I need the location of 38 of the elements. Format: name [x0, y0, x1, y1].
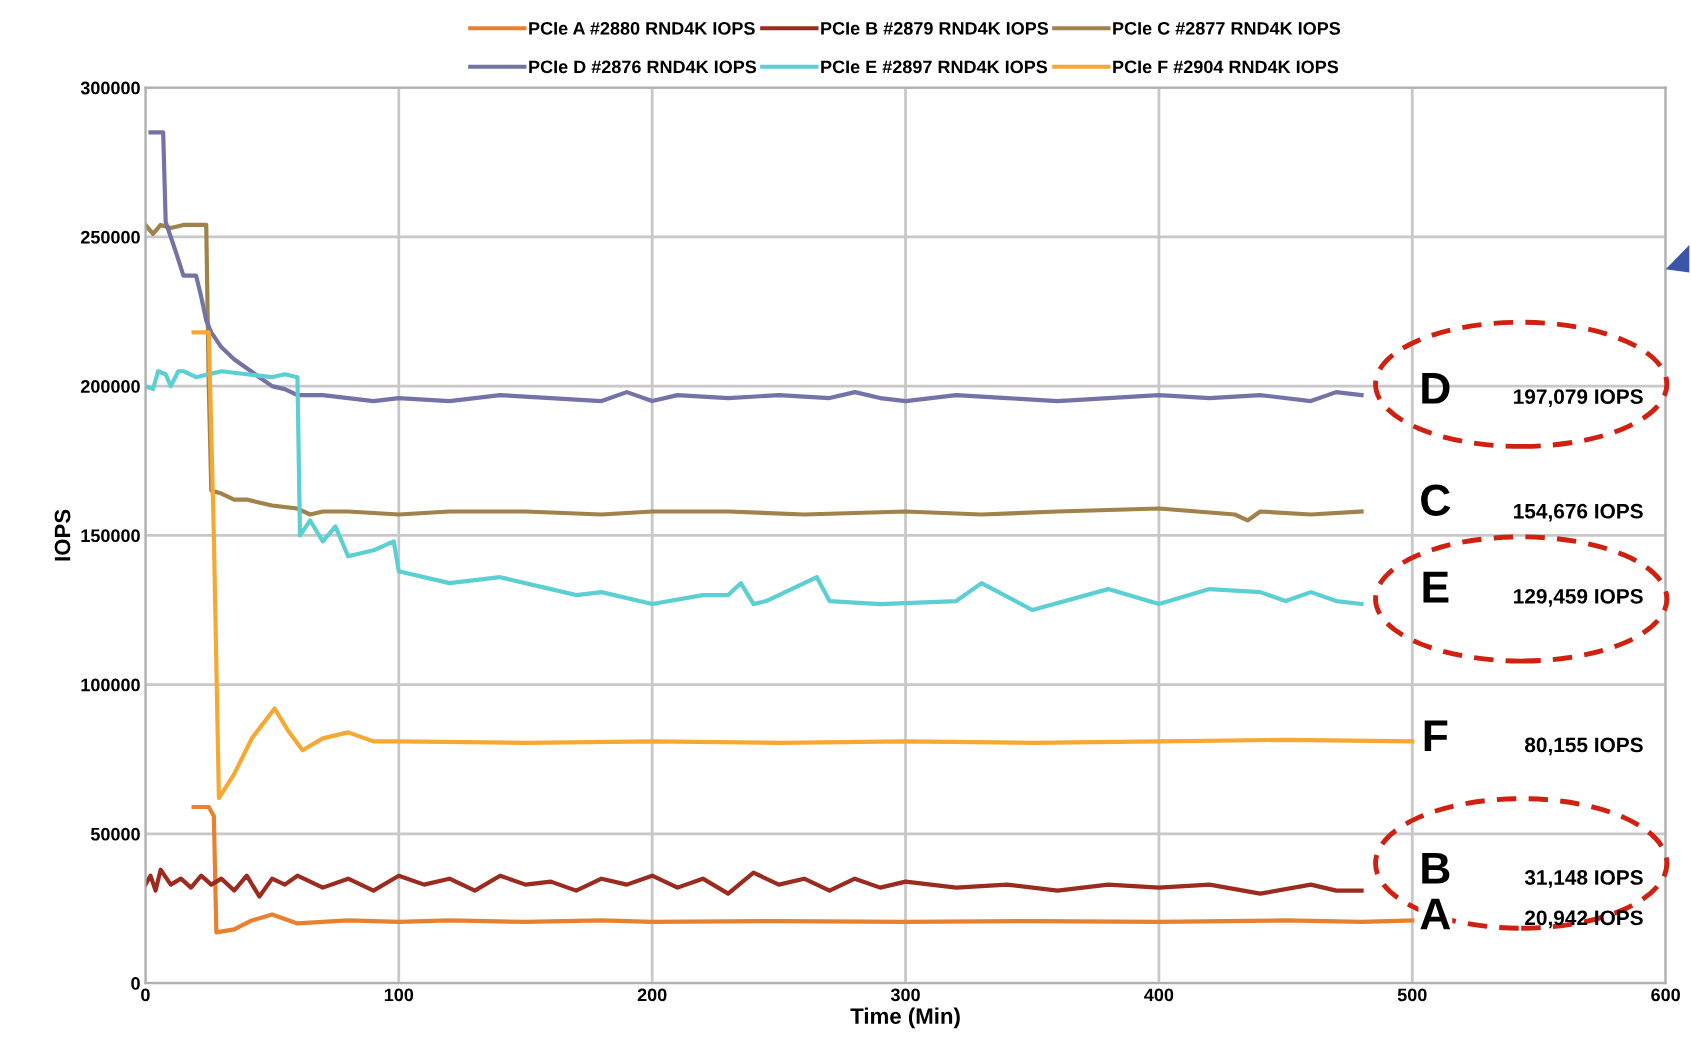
line-series — [191, 330, 1415, 801]
annotation: 80,155 IOPS — [1524, 737, 1643, 756]
legend-label: PCIe F #2904 RND4K IOPS — [1113, 60, 1339, 74]
annotation: C — [1421, 484, 1451, 516]
legend-label: PCIe D #2876 RND4K IOPS — [529, 60, 757, 74]
x-tick-label: 500 — [1397, 988, 1427, 1002]
annotation: 154,676 IOPS — [1514, 503, 1643, 522]
annotation: E — [1423, 571, 1449, 603]
x-axis-title: Time (Min) — [850, 1007, 960, 1029]
annotation: 129,459 IOPS — [1514, 588, 1643, 607]
y-tick-label: 150000 — [81, 529, 140, 543]
annotation: F — [1424, 720, 1448, 752]
legend-label: PCIe A #2880 RND4K IOPS — [529, 21, 755, 35]
x-tick-label: 300 — [890, 988, 920, 1002]
line-series — [148, 130, 1364, 404]
legend-label: PCIe E #2897 RND4K IOPS — [821, 60, 1048, 74]
y-tick-label: 200000 — [80, 380, 140, 393]
annotation: B — [1422, 853, 1450, 884]
line-series — [191, 804, 1415, 935]
x-tick-label: 100 — [384, 988, 414, 1002]
annotation: 31,148 IOPS — [1524, 870, 1643, 888]
annotation: D — [1422, 373, 1450, 404]
line-series — [145, 867, 1364, 899]
y-axis-title: IOPS — [54, 509, 71, 561]
y-tick-label: 300000 — [80, 81, 140, 95]
legend-label: PCIe B #2879 RND4K IOPS — [821, 21, 1049, 35]
y-tick-label: 50000 — [90, 827, 140, 841]
y-tick-label: 250000 — [80, 230, 140, 244]
annotation: A — [1420, 898, 1451, 930]
y-tick-label: 100000 — [81, 678, 140, 692]
y-tick-label: 0 — [131, 977, 140, 990]
x-tick-label: 200 — [637, 988, 667, 1002]
line-series — [145, 369, 1364, 613]
legend-label: PCIe C #2877 RND4K IOPS — [1113, 21, 1341, 35]
x-tick-label: 0 — [141, 988, 150, 1002]
x-tick-label: 400 — [1144, 988, 1174, 1002]
annotation: 197,079 IOPS — [1514, 389, 1643, 407]
x-tick-label: 600 — [1651, 988, 1680, 1002]
